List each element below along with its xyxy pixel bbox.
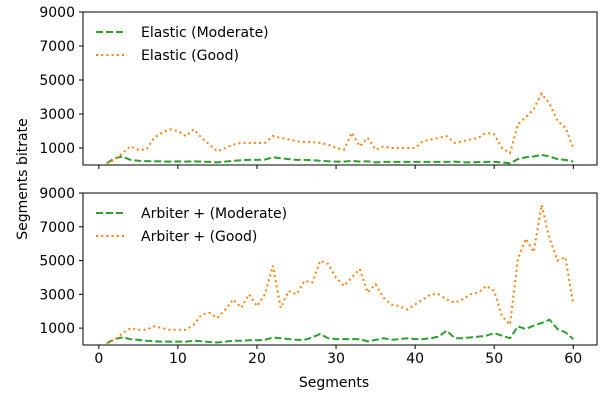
- series-line-0: [106, 318, 574, 345]
- bottom-panel: 1000 3000 5000 7000 9000 0 10 20 30 40 50 60 Arbiter…: [39, 186, 598, 367]
- legend-label-0: Elastic (Moderate): [141, 25, 269, 41]
- y-tick-label: 7000: [39, 39, 75, 55]
- y-tick-label: 7000: [39, 220, 75, 236]
- y-tick-label: 9000: [39, 186, 75, 202]
- legend-label-0: Arbiter + (Moderate): [141, 206, 287, 222]
- y-tick-label: 3000: [39, 287, 75, 303]
- y-tick-label: 5000: [39, 73, 75, 89]
- y-tick-label: 3000: [39, 107, 75, 123]
- top-panel: 1000 3000 5000 7000 9000 Elastic (Moderate) El…: [39, 5, 598, 169]
- series-line-1: [106, 91, 575, 165]
- legend-label-1: Arbiter + (Good): [141, 229, 257, 245]
- legend-label-1: Elastic (Good): [141, 48, 239, 64]
- y-tick-label: 9000: [39, 5, 75, 21]
- y-tick-label: 1000: [39, 321, 75, 337]
- y-tick-label: 5000: [39, 254, 75, 270]
- y-axis-label: Segments bitrate: [15, 118, 31, 239]
- plot-frame: [82, 11, 598, 166]
- x-tick-label: 10: [169, 351, 187, 367]
- x-tick-label: 20: [248, 351, 266, 367]
- series-line-0: [106, 153, 574, 165]
- x-tick-label: 40: [406, 351, 424, 367]
- x-axis-label: Segments: [299, 375, 369, 391]
- plot-frame: [82, 192, 598, 346]
- x-tick-label: 50: [485, 351, 503, 367]
- series-line-1: [106, 204, 575, 345]
- x-tick-label: 60: [564, 351, 582, 367]
- x-tick-label: 30: [327, 351, 345, 367]
- x-tick-label: 0: [94, 351, 103, 367]
- y-tick-label: 1000: [39, 141, 75, 157]
